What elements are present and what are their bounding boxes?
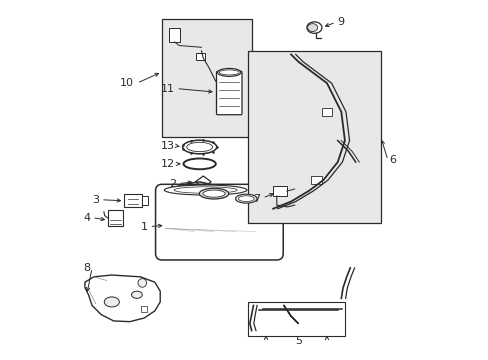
Text: 13: 13 [160,141,174,151]
Bar [321,108,332,116]
Bar [140,306,147,312]
Ellipse shape [219,70,239,75]
Ellipse shape [203,190,224,197]
Bar [310,176,321,184]
Ellipse shape [307,24,317,32]
Bar [142,197,148,205]
Bar [169,28,180,42]
Bar [273,186,286,196]
Text: 2: 2 [169,179,176,189]
Polygon shape [85,275,160,321]
Ellipse shape [186,142,212,152]
Text: 3: 3 [92,195,99,205]
Ellipse shape [164,185,246,195]
Text: 11: 11 [160,84,174,94]
FancyBboxPatch shape [216,71,242,115]
Ellipse shape [104,297,119,307]
Polygon shape [195,176,211,188]
Text: 6: 6 [389,155,396,165]
Text: 8: 8 [83,263,90,273]
Text: 4: 4 [83,213,90,222]
Text: 1: 1 [141,222,147,231]
Ellipse shape [174,187,237,193]
Ellipse shape [183,158,215,169]
FancyBboxPatch shape [155,184,283,260]
Text: 9: 9 [337,17,344,27]
Ellipse shape [217,68,241,76]
Text: 5: 5 [294,336,301,346]
Ellipse shape [235,194,257,203]
Text: 10: 10 [119,78,133,88]
Ellipse shape [199,188,228,199]
Text: 12: 12 [160,159,174,169]
Ellipse shape [187,161,211,167]
Bar [162,19,251,137]
Ellipse shape [238,196,254,202]
Ellipse shape [306,22,321,33]
Bar [108,211,123,226]
Ellipse shape [182,140,216,154]
Bar [247,51,380,223]
Bar [247,302,344,336]
Bar [196,53,204,60]
Bar [124,194,142,207]
Circle shape [138,279,146,287]
Ellipse shape [131,291,142,298]
Text: 7: 7 [253,194,260,204]
